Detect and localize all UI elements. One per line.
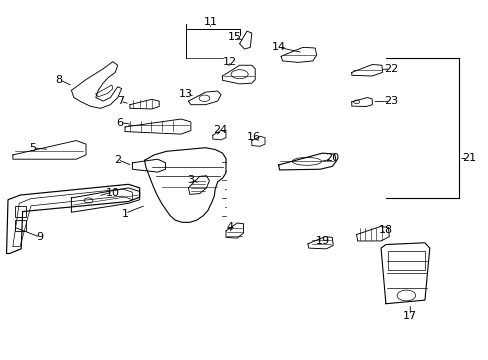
Bar: [15, 206, 26, 217]
Text: 7: 7: [116, 96, 123, 106]
Text: 1: 1: [122, 209, 128, 219]
Text: 12: 12: [223, 57, 237, 67]
Text: 2: 2: [114, 155, 121, 165]
Text: 18: 18: [378, 225, 392, 235]
Text: 20: 20: [325, 153, 339, 163]
Text: 4: 4: [226, 222, 233, 231]
Text: 3: 3: [187, 175, 194, 185]
Text: 13: 13: [179, 89, 193, 99]
Text: 10: 10: [105, 188, 120, 198]
Text: 6: 6: [117, 118, 123, 128]
Bar: [387, 251, 424, 270]
Text: 8: 8: [56, 75, 62, 85]
Text: 19: 19: [315, 236, 329, 246]
Bar: [15, 220, 26, 231]
Text: 15: 15: [227, 32, 241, 41]
Text: 11: 11: [203, 17, 217, 27]
Text: 22: 22: [383, 64, 397, 74]
Text: 5: 5: [29, 143, 36, 153]
Text: 16: 16: [247, 132, 261, 142]
Text: 23: 23: [383, 96, 397, 106]
Text: 14: 14: [271, 42, 285, 52]
Text: 17: 17: [403, 311, 416, 321]
Text: 9: 9: [36, 232, 43, 242]
Text: 24: 24: [213, 125, 227, 135]
Text: 21: 21: [461, 153, 475, 163]
